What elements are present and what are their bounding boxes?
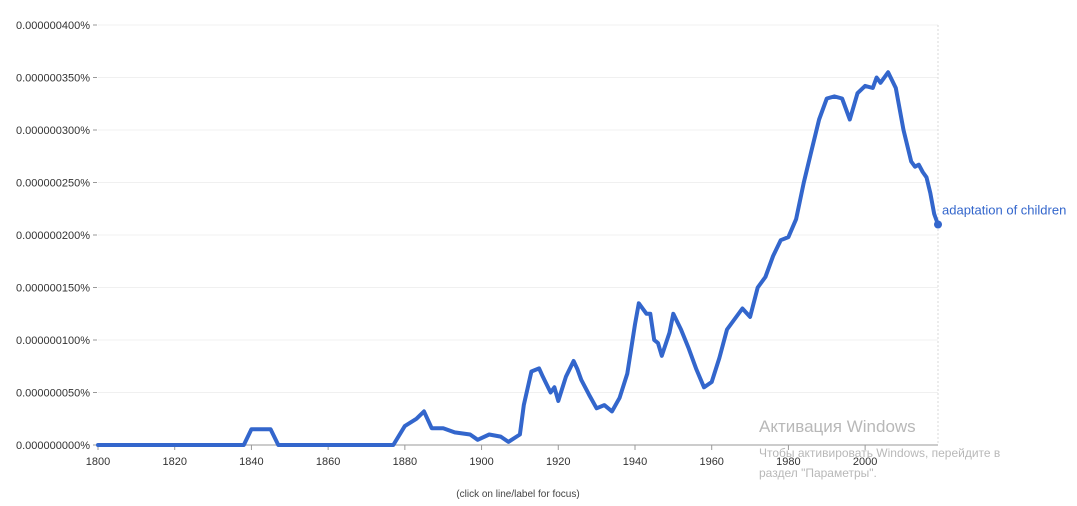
y-tick-label: 0.000000200% — [16, 230, 90, 242]
grid-lines — [98, 24, 939, 446]
x-tick-label: 1920 — [546, 456, 570, 468]
y-tick-label: 0.000000350% — [16, 73, 90, 85]
x-tick-label: 2000 — [853, 456, 877, 468]
y-tick-label: 0.000000400% — [16, 20, 90, 32]
series-end-point[interactable] — [934, 220, 942, 229]
focus-hint: (click on line/label for focus) — [456, 489, 579, 500]
y-tick-label: 0.000000100% — [16, 335, 90, 347]
watermark-line2: раздел "Параметры". — [759, 466, 877, 480]
x-tick-label: 1800 — [86, 456, 110, 468]
series-layer[interactable] — [96, 70, 942, 447]
axes: 0.000000400% 0.000000350% 0.000000300% 0.00… — [16, 20, 938, 468]
x-tick-label: 1880 — [393, 456, 417, 468]
y-tick-label: 0.000000250% — [16, 178, 90, 190]
x-tick-label: 1940 — [623, 456, 647, 468]
y-tick-label: 0.000000300% — [16, 125, 90, 137]
y-tick-label: 0.000000150% — [16, 283, 90, 295]
watermark-line1: Чтобы активировать Windows, перейдите в — [759, 446, 1000, 460]
watermark-title: Активация Windows — [759, 417, 916, 436]
series-line[interactable] — [96, 70, 940, 447]
x-tick-label: 1820 — [162, 456, 186, 468]
series-labels[interactable]: adaptation of children — [942, 203, 1066, 218]
x-tick-label: 1980 — [776, 456, 800, 468]
x-tick-label: 1840 — [239, 456, 263, 468]
x-tick-label: 1960 — [699, 456, 723, 468]
y-tick-label: 0.000000000% — [16, 440, 90, 452]
windows-activation-watermark: Активация Windows Чтобы активировать Win… — [759, 417, 1000, 480]
series-label[interactable]: adaptation of children — [942, 203, 1066, 218]
x-tick-label: 1900 — [469, 456, 493, 468]
y-tick-label: 0.000000050% — [16, 388, 90, 400]
x-tick-label: 1860 — [316, 456, 340, 468]
